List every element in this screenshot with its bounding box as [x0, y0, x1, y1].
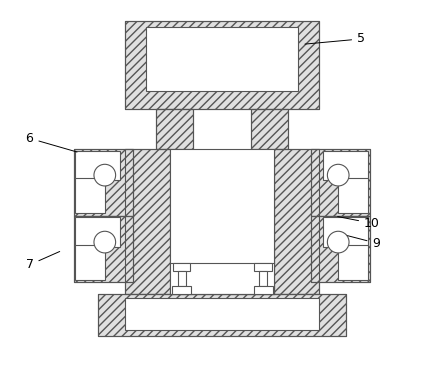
Bar [146, 28, 298, 91]
Bar [74, 149, 133, 215]
Bar [178, 270, 186, 286]
Bar [251, 109, 288, 149]
Bar [338, 245, 368, 280]
Bar [311, 149, 370, 215]
Bar [311, 215, 370, 283]
Bar [260, 270, 267, 286]
Bar [156, 109, 194, 149]
Text: 6: 6 [26, 132, 77, 152]
Text: 9: 9 [344, 235, 381, 250]
Bar [254, 263, 272, 270]
Bar [125, 298, 319, 330]
Text: 7: 7 [26, 251, 60, 271]
Circle shape [327, 231, 349, 253]
Circle shape [327, 164, 349, 186]
Bar [323, 150, 368, 180]
Bar [125, 21, 319, 109]
Bar [274, 149, 319, 294]
Text: 10: 10 [338, 217, 380, 230]
Bar [75, 245, 105, 280]
Bar [323, 218, 368, 247]
Bar [170, 149, 274, 294]
Bar [251, 109, 288, 149]
Bar [311, 149, 370, 215]
Bar [172, 286, 191, 294]
Bar [75, 218, 120, 247]
Bar [98, 294, 346, 336]
Bar [338, 178, 368, 212]
Bar [74, 215, 133, 283]
Bar [75, 178, 105, 212]
Bar [74, 215, 133, 283]
Bar [274, 149, 319, 294]
Bar [75, 150, 120, 180]
Bar [311, 215, 370, 283]
Bar [156, 109, 194, 149]
Bar [173, 263, 190, 270]
Bar [125, 21, 319, 109]
Bar [98, 294, 346, 336]
Bar [125, 149, 170, 294]
Circle shape [94, 164, 116, 186]
Circle shape [94, 231, 116, 253]
Bar [125, 149, 170, 294]
Bar [74, 149, 133, 215]
Bar [253, 286, 273, 294]
Text: 5: 5 [305, 32, 365, 46]
